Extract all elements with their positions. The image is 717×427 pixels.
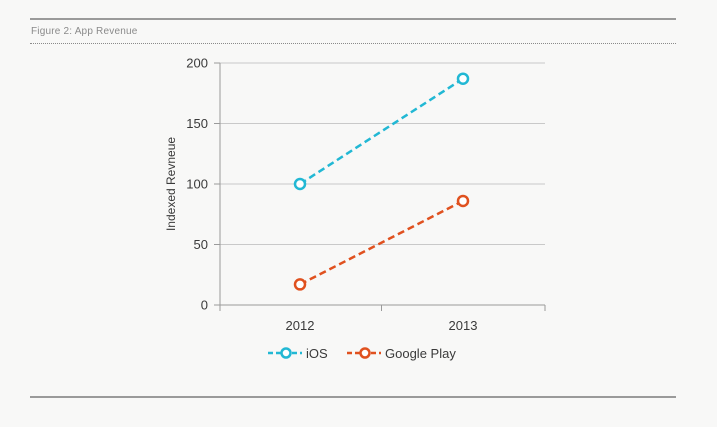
caption-divider	[30, 43, 676, 44]
gridlines	[220, 62, 545, 245]
x-tick-label: 2012	[286, 318, 315, 333]
legend: iOS Google Play	[268, 346, 456, 361]
data-point-google-play	[456, 194, 470, 208]
y-tick-label: 150	[186, 116, 208, 131]
y-tick-label: 100	[186, 177, 208, 192]
bottom-rule	[30, 396, 676, 398]
series-line-ios	[299, 77, 464, 186]
legend-label-ios: iOS	[306, 346, 328, 361]
legend-marker-google-play	[359, 347, 371, 359]
data-point-ios	[293, 177, 307, 191]
data-point-google-play	[293, 278, 307, 291]
x-tick-label: 2013	[449, 318, 478, 333]
x-tick-labels: 2012 2013	[286, 318, 478, 333]
y-axis-title: Indexed Revneue	[164, 137, 178, 231]
y-tick-label: 200	[186, 56, 208, 71]
legend-marker-ios	[280, 347, 292, 359]
series	[293, 72, 470, 291]
legend-label-google-play: Google Play	[385, 346, 456, 361]
series-line-google-play	[299, 199, 464, 286]
data-point-ios	[456, 72, 470, 85]
top-rule	[30, 18, 676, 20]
figure-caption: Figure 2: App Revenue	[31, 26, 138, 37]
axes	[214, 62, 546, 311]
y-tick-label: 0	[201, 298, 208, 313]
y-tick-labels: 0 50 100 150 200	[186, 56, 208, 313]
y-tick-label: 50	[194, 237, 208, 252]
